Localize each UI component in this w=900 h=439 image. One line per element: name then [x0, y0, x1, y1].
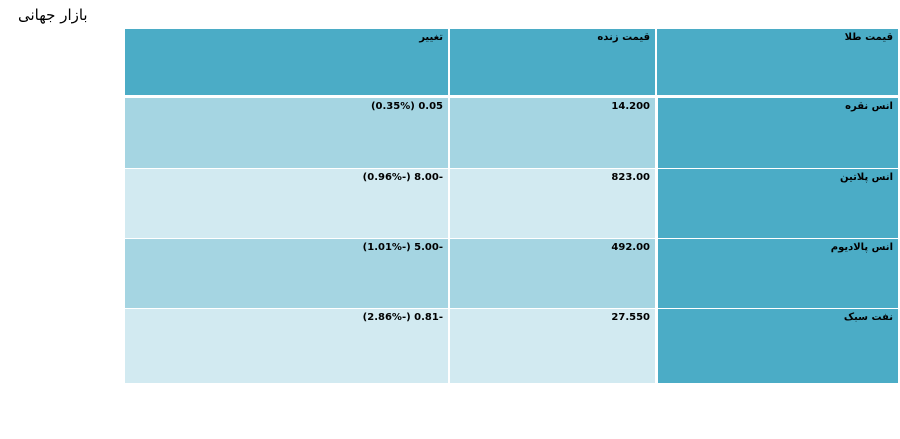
row-change: 0.05 (0.35%): [125, 98, 448, 169]
row-change: -8.00 (-0.96%): [125, 169, 448, 239]
world-market-table: قیمت طلا قیمت زنده تغییر انس نقره 14.200…: [125, 29, 898, 384]
header-gold-price: قیمت طلا: [655, 29, 898, 95]
row-change: -5.00 (-1.01%): [125, 239, 448, 309]
row-name: نفت سبک: [655, 309, 898, 384]
row-price: 27.550: [448, 309, 655, 384]
row-price: 823.00: [448, 169, 655, 239]
row-name: انس پالادیوم: [655, 239, 898, 309]
page-title: بازار جهانی: [18, 6, 88, 24]
row-change: -0.81 (-2.86%): [125, 309, 448, 384]
header-live-price: قیمت زنده: [448, 29, 655, 95]
row-name: انس پلاتین: [655, 169, 898, 239]
row-price: 492.00: [448, 239, 655, 309]
row-price: 14.200: [448, 98, 655, 169]
row-name: انس نقره: [655, 98, 898, 169]
header-divider: [125, 95, 898, 98]
header-change: تغییر: [125, 29, 448, 95]
